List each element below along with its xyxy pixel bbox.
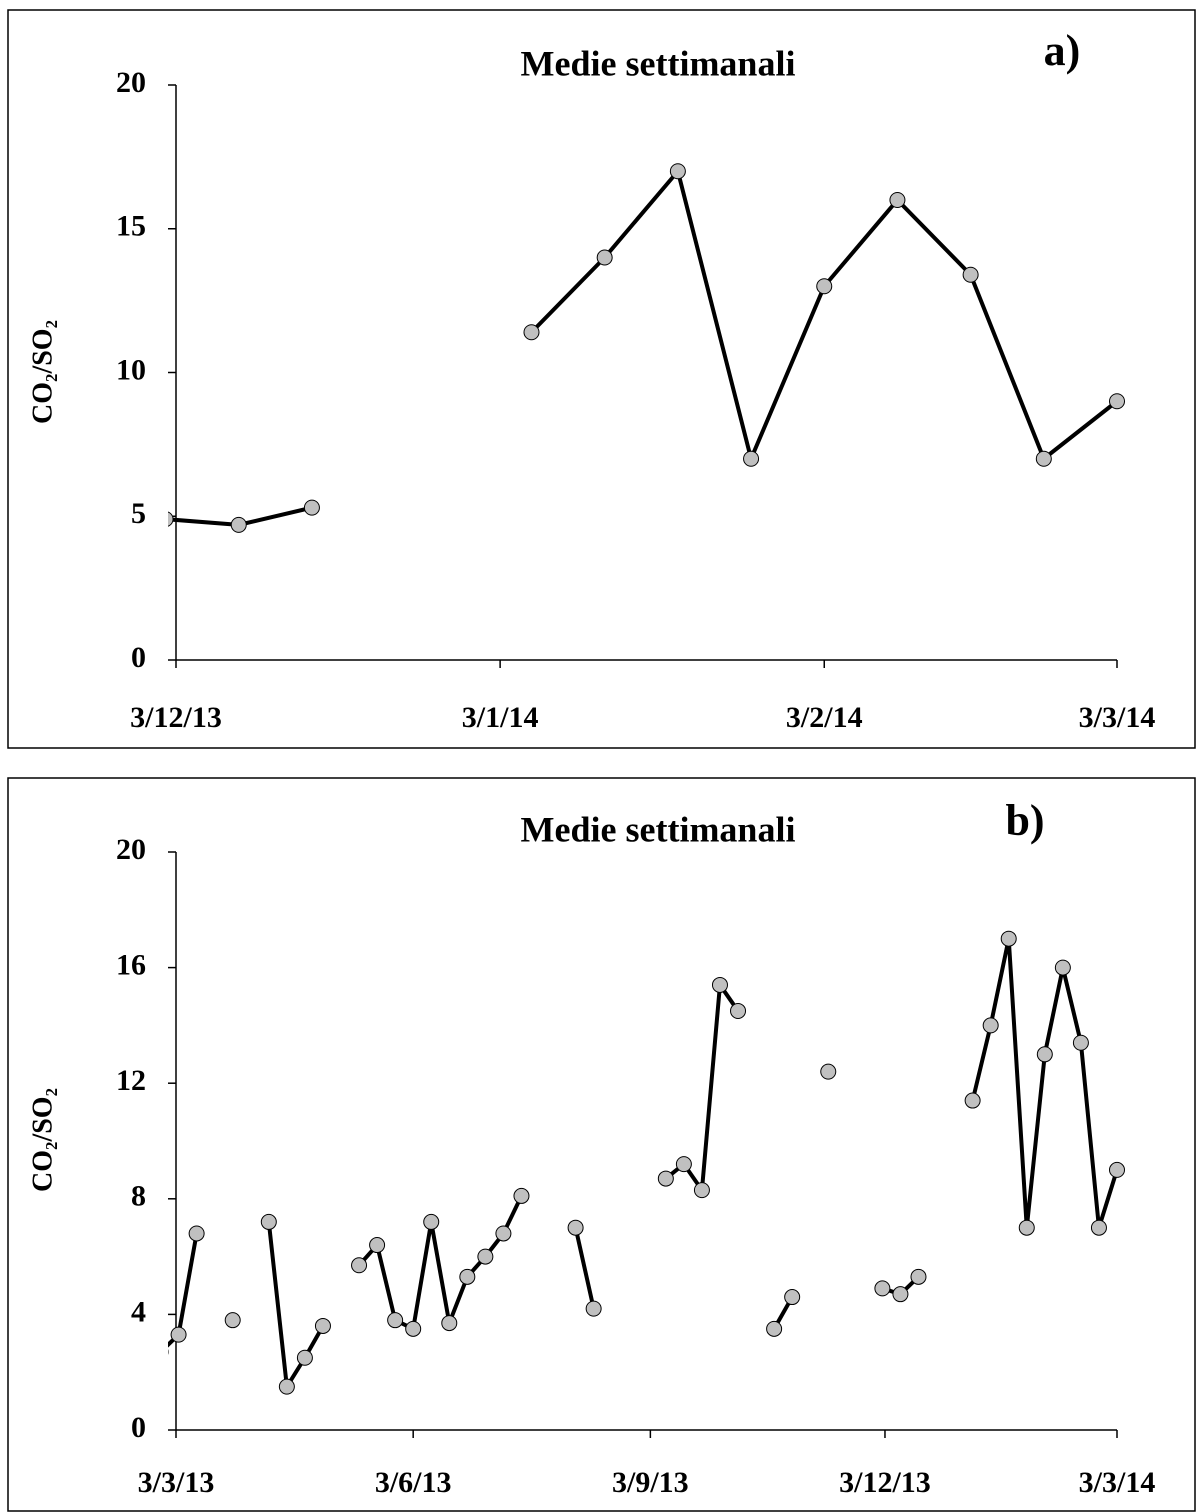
plot-area: [168, 163, 1125, 533]
data-point: [693, 1182, 710, 1199]
data-point: [596, 249, 613, 266]
data-point: [1109, 1161, 1125, 1178]
data-point: [477, 1248, 494, 1265]
data-point: [657, 1170, 674, 1187]
data-point: [669, 163, 686, 180]
y-tick-label: 8: [131, 1180, 146, 1213]
x-tick-label: 3/6/13: [375, 1466, 452, 1499]
data-point: [1054, 959, 1071, 976]
y-tick-label: 0: [131, 1411, 146, 1444]
data-point: [168, 511, 174, 527]
y-tick-label: 15: [116, 210, 146, 243]
data-point: [1036, 1046, 1053, 1063]
data-point: [743, 450, 760, 467]
data-point: [1018, 1219, 1035, 1236]
x-tick-label: 3/2/14: [786, 701, 863, 734]
data-point: [910, 1268, 927, 1285]
data-point: [405, 1320, 422, 1337]
data-point: [351, 1257, 368, 1274]
y-tick-label: 20: [116, 833, 146, 866]
data-point: [459, 1268, 476, 1285]
panel-label: a): [1044, 26, 1081, 75]
data-point: [168, 1349, 169, 1355]
data-point: [1035, 450, 1052, 467]
data-line: [168, 936, 1119, 1389]
data-point: [784, 1289, 801, 1306]
y-axis-label: CO₂/SO₂: [27, 1088, 58, 1192]
data-point: [982, 1017, 999, 1034]
data-point: [1000, 930, 1017, 947]
data-point: [230, 516, 247, 533]
data-point: [188, 1225, 205, 1242]
data-point: [260, 1213, 277, 1230]
data-point: [523, 324, 540, 341]
y-tick-label: 5: [131, 497, 146, 530]
y-tick-label: 4: [131, 1295, 146, 1328]
data-point: [1109, 393, 1125, 410]
panel-frame: [7, 9, 1196, 749]
data-point: [314, 1317, 331, 1334]
data-point: [874, 1280, 891, 1297]
x-tick-label: 3/1/14: [462, 701, 539, 734]
data-point: [816, 278, 833, 295]
y-tick-label: 12: [116, 1064, 146, 1097]
chart-title: Medie settimanali: [521, 809, 796, 849]
data-point: [1072, 1034, 1089, 1051]
x-tick-label: 3/12/13: [130, 701, 222, 734]
data-point: [296, 1349, 313, 1366]
panel-label: b): [1005, 796, 1044, 845]
data-point: [1090, 1219, 1107, 1236]
data-point: [224, 1312, 241, 1329]
x-tick-label: 3/12/13: [839, 1466, 931, 1499]
data-point: [513, 1187, 530, 1204]
data-point: [964, 1092, 981, 1109]
y-tick-label: 0: [131, 641, 146, 674]
data-point: [820, 1063, 837, 1080]
chart-title: Medie settimanali: [521, 43, 796, 83]
x-tick-label: 3/9/13: [612, 1466, 689, 1499]
plot-area: [168, 930, 1125, 1395]
data-point: [892, 1286, 909, 1303]
data-point: [387, 1312, 404, 1329]
data-point: [278, 1378, 295, 1395]
data-point: [675, 1156, 692, 1173]
data-point: [170, 1326, 187, 1343]
y-tick-label: 16: [116, 948, 146, 981]
data-point: [711, 976, 728, 993]
x-tick-label: 3/3/14: [1079, 1466, 1156, 1499]
data-point: [369, 1237, 386, 1254]
data-point: [889, 192, 906, 208]
data-point: [567, 1219, 584, 1236]
data-point: [962, 266, 979, 283]
data-point: [423, 1213, 440, 1230]
data-point: [303, 499, 320, 516]
data-point: [585, 1300, 602, 1317]
data-point: [766, 1320, 783, 1337]
x-tick-label: 3/3/14: [1079, 701, 1156, 734]
panel-frame: [7, 777, 1196, 1512]
y-axis-label: CO₂/SO₂: [27, 320, 58, 424]
y-tick-label: 20: [116, 66, 146, 99]
data-point: [441, 1315, 458, 1332]
data-point: [495, 1225, 512, 1242]
x-tick-label: 3/3/13: [138, 1466, 215, 1499]
data-line: [168, 169, 1119, 527]
y-tick-label: 10: [116, 353, 146, 386]
data-point: [730, 1002, 747, 1019]
